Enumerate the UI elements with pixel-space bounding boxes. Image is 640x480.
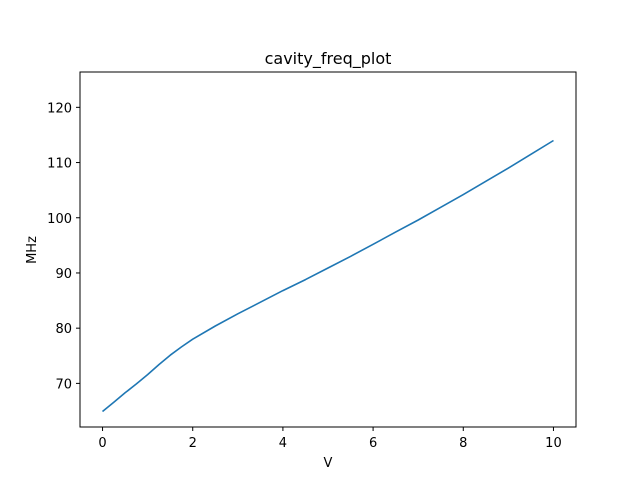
y-tick-label: 90	[55, 267, 72, 282]
x-tick-label: 0	[98, 436, 106, 451]
y-tick-label: 80	[55, 322, 72, 337]
chart-title: cavity_freq_plot	[265, 49, 392, 69]
x-tick-label: 2	[189, 436, 197, 451]
plot-area: 0 2 4 6 8 10 70 80 90 100 110 120	[47, 71, 577, 451]
x-tick-label: 4	[279, 436, 287, 451]
series-line-0	[101, 139, 554, 413]
x-tick-label: 6	[369, 436, 377, 451]
y-axis-label: MHz	[25, 236, 40, 264]
y-tick-label: 100	[47, 212, 72, 227]
plot-frame	[79, 71, 577, 428]
x-tick-label: 8	[459, 436, 467, 451]
y-tick-label: 120	[47, 101, 72, 116]
x-axis-label: V	[324, 456, 333, 471]
y-tick-label: 70	[55, 377, 72, 392]
x-tick-label: 10	[545, 436, 562, 451]
y-tick-label: 110	[47, 157, 72, 172]
